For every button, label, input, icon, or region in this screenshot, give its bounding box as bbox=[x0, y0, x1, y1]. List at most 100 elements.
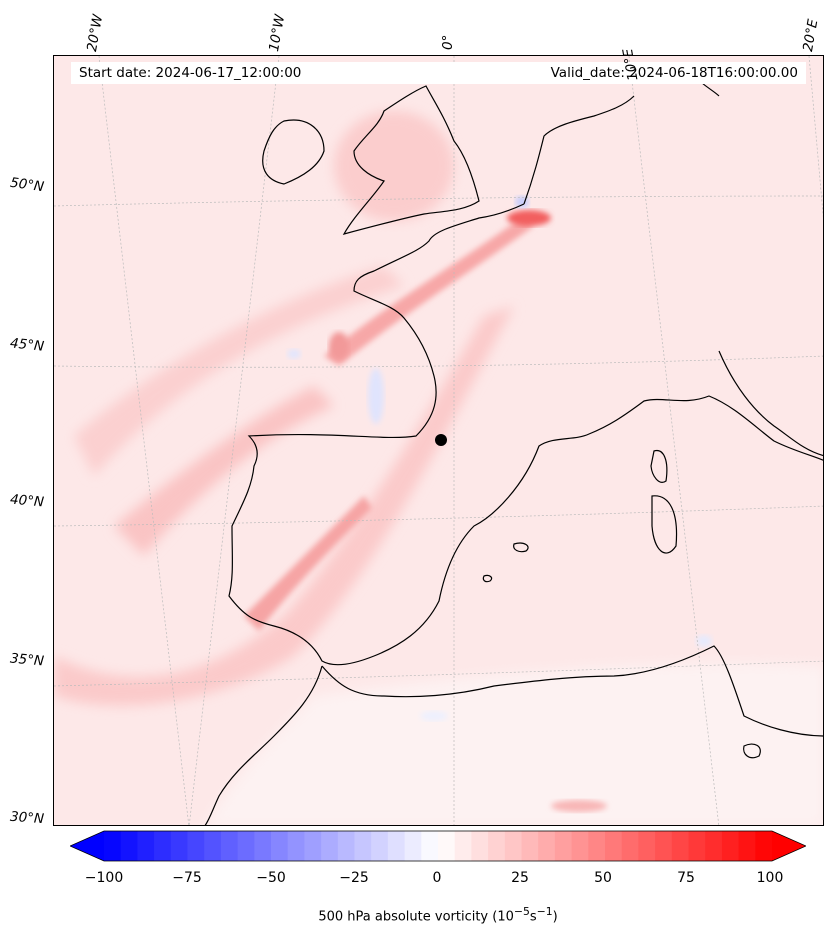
coast-north-sea bbox=[523, 95, 635, 205]
colorbar-segment bbox=[254, 831, 272, 861]
colorbar-segment bbox=[304, 831, 322, 861]
colorbar-label-unit: s bbox=[529, 909, 537, 925]
colorbar-segment bbox=[605, 831, 623, 861]
vorticity-band-atlantic bbox=[74, 266, 404, 476]
vorticity-min-algeria bbox=[420, 711, 448, 721]
colorbar-label-close: ) bbox=[552, 909, 558, 925]
gridline-lon bbox=[188, 56, 280, 825]
valid-date-text: Valid_date: 2024-06-18T16:00:00.00 bbox=[550, 65, 798, 81]
gridline-lon bbox=[628, 56, 720, 825]
colorbar-segment bbox=[454, 831, 472, 861]
map-panel[interactable] bbox=[53, 55, 824, 826]
lat-label-40n: 40°N bbox=[9, 491, 45, 511]
gridline-lat bbox=[54, 195, 823, 207]
colorbar-segment bbox=[237, 831, 255, 861]
vorticity-min-tunisia bbox=[696, 635, 712, 647]
colorbar-segment bbox=[287, 831, 305, 861]
colorbar-segment bbox=[120, 831, 138, 861]
colorbar-segment bbox=[271, 831, 289, 861]
vorticity-band-biscay bbox=[114, 386, 334, 556]
colorbar-segment bbox=[488, 831, 506, 861]
vorticity-uk bbox=[334, 111, 454, 221]
lat-label-45n: 45°N bbox=[9, 335, 45, 355]
colorbar-segment bbox=[170, 831, 189, 861]
colorbar-tick: 0 bbox=[432, 870, 442, 886]
colorbar-segment bbox=[421, 831, 439, 861]
colorbar-segment bbox=[404, 831, 422, 861]
coast-italy bbox=[718, 350, 823, 457]
coast-corsica bbox=[650, 450, 668, 483]
coast-balearics bbox=[482, 574, 493, 583]
colorbar-tick: 50 bbox=[594, 870, 612, 886]
colorbar-label-exp1: −5 bbox=[513, 905, 530, 918]
start-date-text: Start date: 2024-06-17_12:00:00 bbox=[79, 65, 302, 81]
coast-great-britain bbox=[342, 85, 480, 235]
lon-label-20e: 20°E bbox=[800, 18, 822, 53]
vorticity-band-southwest bbox=[54, 306, 514, 706]
lat-label-35n: 35°N bbox=[9, 650, 45, 670]
colorbar-segment bbox=[187, 831, 205, 861]
colorbar-segment bbox=[538, 831, 556, 861]
colorbar-tick: 25 bbox=[511, 870, 529, 886]
coast-atlantic-africa bbox=[204, 665, 323, 825]
colorbar-segment bbox=[571, 831, 589, 861]
colorbar-tick: 100 bbox=[756, 870, 784, 886]
gridline-lat bbox=[54, 355, 823, 368]
colorbar-segment bbox=[554, 831, 573, 861]
lon-label-20w: 20°W bbox=[84, 13, 107, 53]
coast-sardinia bbox=[651, 495, 678, 554]
gridline-lat bbox=[54, 660, 823, 687]
colorbar-tick: −50 bbox=[256, 870, 286, 886]
colorbar-extend-low bbox=[70, 831, 104, 861]
colorbar-segment bbox=[671, 831, 690, 861]
colorbar-segment bbox=[471, 831, 489, 861]
colorbar-segment bbox=[738, 831, 756, 861]
colorbar-segment bbox=[137, 831, 155, 861]
lat-label-50n: 50°N bbox=[9, 174, 45, 196]
gridline-lon bbox=[98, 56, 190, 825]
coast-north-africa bbox=[321, 645, 823, 737]
coast-mainland-europe bbox=[228, 203, 823, 666]
colorbar-segment bbox=[588, 831, 606, 861]
vorticity-field bbox=[54, 56, 823, 825]
graticule bbox=[54, 56, 823, 825]
colorbar-segment bbox=[154, 831, 172, 861]
colorbar-segment bbox=[755, 831, 773, 861]
colorbar-tick: −100 bbox=[84, 870, 124, 886]
vorticity-streak-france bbox=[324, 216, 534, 366]
colorbar-segment bbox=[504, 831, 523, 861]
vorticity-min-pyrenees bbox=[368, 368, 384, 424]
colorbar-label: 500 hPa absolute vorticity (10−5s−1) bbox=[0, 905, 832, 924]
colorbar-tick: −75 bbox=[172, 870, 202, 886]
colorbar-label-text: 500 hPa absolute vorticity (10 bbox=[318, 909, 514, 925]
colorbar-segment bbox=[371, 831, 389, 861]
vorticity-max-belgium bbox=[507, 210, 551, 226]
colorbar-segment bbox=[337, 831, 356, 861]
colorbar bbox=[70, 830, 806, 862]
coast-ireland bbox=[262, 119, 325, 185]
colorbar-segment bbox=[655, 831, 673, 861]
colorbar-label-exp2: −1 bbox=[536, 905, 553, 918]
colorbar-segment bbox=[321, 831, 339, 861]
lon-label-0: 0° bbox=[440, 34, 456, 50]
vorticity-max-biscay bbox=[329, 332, 349, 360]
colorbar-segment bbox=[721, 831, 740, 861]
colorbar-segment bbox=[220, 831, 239, 861]
vorticity-africa bbox=[205, 663, 823, 825]
colorbar-segment bbox=[521, 831, 539, 861]
colorbar-segment bbox=[688, 831, 706, 861]
colorbar-segment bbox=[354, 831, 372, 861]
colorbar-segment bbox=[638, 831, 656, 861]
coast-small-island bbox=[743, 743, 761, 759]
colorbar-segment bbox=[204, 831, 222, 861]
location-marker[interactable] bbox=[435, 434, 447, 446]
lon-label-10w: 10°W bbox=[266, 13, 289, 53]
colorbar-extend-high bbox=[772, 831, 806, 861]
vorticity-max-sahara bbox=[551, 800, 607, 812]
vorticity-min-biscay bbox=[287, 349, 301, 359]
date-info-box: Start date: 2024-06-17_12:00:00 Valid_da… bbox=[71, 62, 806, 84]
lat-label-30n: 30°N bbox=[9, 808, 45, 828]
vorticity-map bbox=[54, 56, 823, 825]
colorbar-tick: −25 bbox=[339, 870, 369, 886]
colorbar-segment bbox=[621, 831, 639, 861]
